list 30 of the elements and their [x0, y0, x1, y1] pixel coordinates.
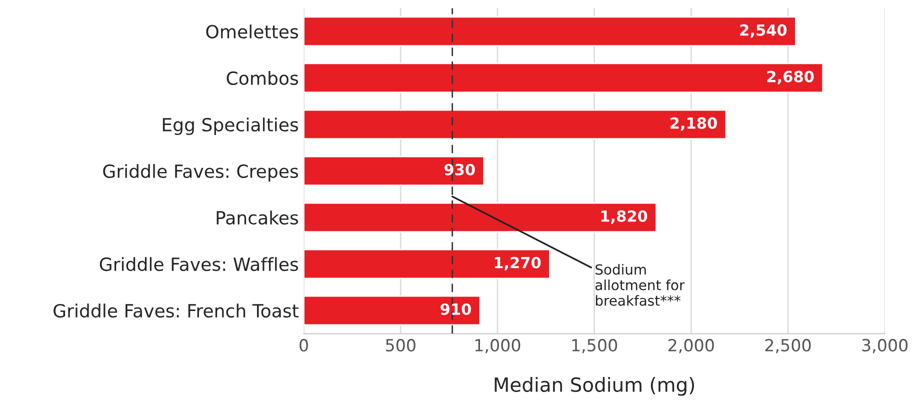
- y-tick-label: Griddle Faves: French Toast: [54, 304, 298, 318]
- x-tick-label: 1,500: [572, 338, 618, 354]
- ref-line-label: Sodium allotment for breakfast***: [596, 264, 685, 306]
- bar: [304, 295, 481, 326]
- data-label: 2,680: [767, 70, 814, 84]
- x-axis-title: Median Sodium (mg): [494, 376, 694, 396]
- x-tick-label: 500: [386, 338, 416, 352]
- y-tick-label: Combos: [226, 71, 298, 86]
- y-tick-label: Griddle Faves: Crepes: [103, 164, 298, 182]
- data-label: 1,270: [494, 256, 541, 270]
- data-label: 2,540: [740, 24, 787, 38]
- data-label: 2,180: [670, 117, 717, 131]
- bar: [304, 248, 550, 280]
- x-tick-label: 3,000: [862, 338, 908, 354]
- x-tick-label: 1,000: [475, 338, 520, 354]
- bar: [304, 16, 796, 47]
- bar: [304, 62, 824, 94]
- x-tick-label: 2,500: [765, 338, 811, 354]
- bar: [304, 202, 657, 233]
- data-label: 910: [440, 303, 471, 315]
- bar: [304, 109, 727, 140]
- x-tick-label: 2,000: [668, 338, 714, 354]
- y-tick-label: Griddle Faves: Waffles: [100, 257, 298, 272]
- data-label: 930: [444, 164, 475, 176]
- x-tick-label: 0: [300, 338, 308, 352]
- data-label: 1,820: [601, 210, 648, 224]
- bar: [304, 156, 485, 186]
- y-tick-label: Omelettes: [206, 24, 298, 39]
- y-tick-label: Pancakes: [216, 210, 298, 225]
- y-tick-label: Egg Specialties: [162, 118, 298, 136]
